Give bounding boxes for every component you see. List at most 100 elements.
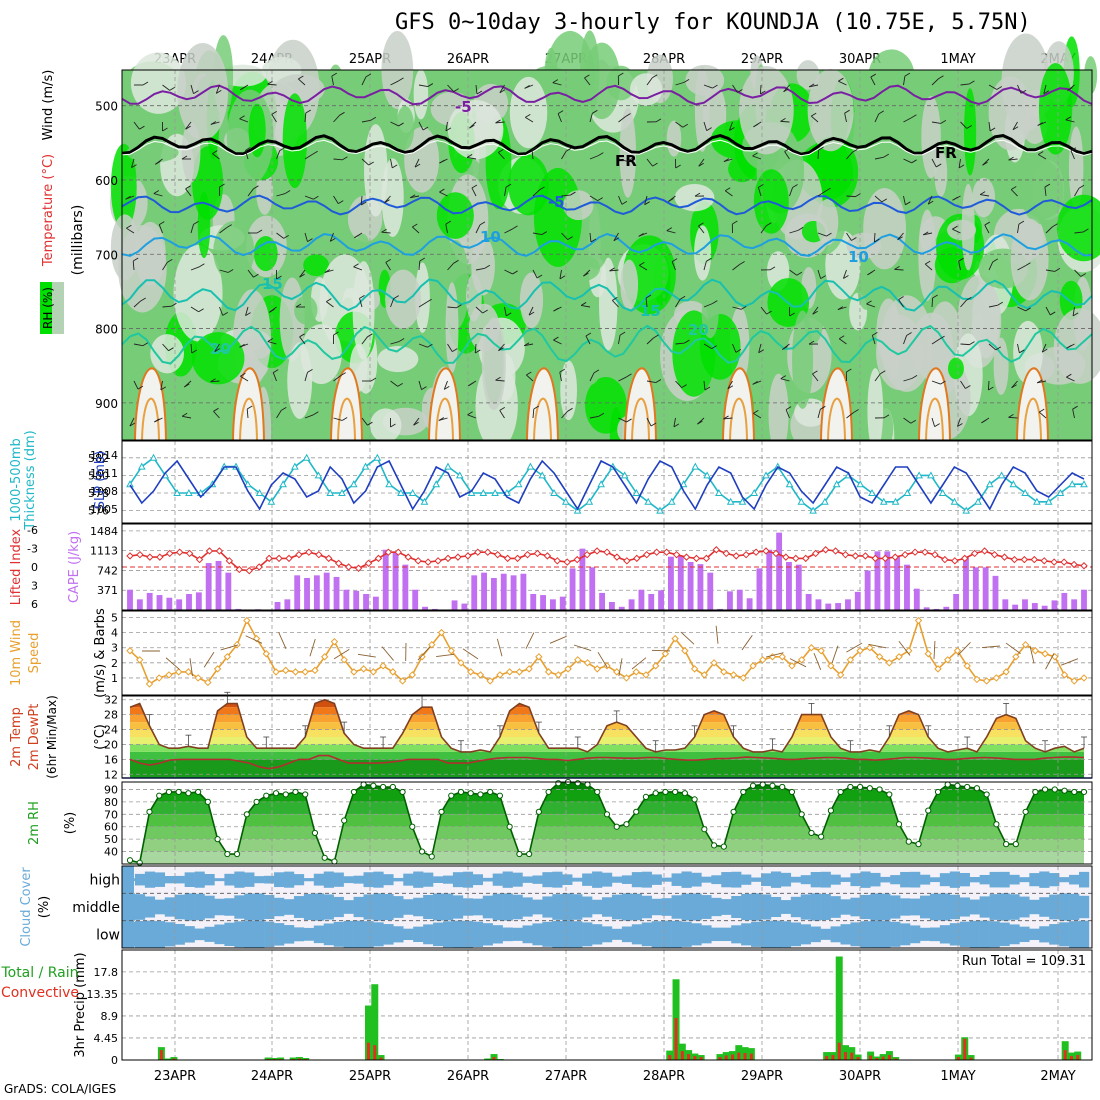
cloud-bar	[1009, 894, 1020, 920]
cloud-bar	[264, 895, 275, 919]
cloud-bar	[611, 876, 623, 883]
wind-barb	[467, 156, 477, 160]
wind-barb-flag	[969, 80, 975, 85]
thickness-line-point	[385, 480, 393, 488]
wind-barb	[504, 228, 513, 234]
wind-barb	[698, 158, 705, 167]
rh-2m-line-point	[720, 843, 727, 850]
rh-2m-line-point	[418, 848, 426, 855]
wind-barb-flag	[585, 332, 592, 337]
rh-fill	[130, 782, 1084, 864]
cloud-bar	[701, 925, 712, 944]
wind-barb	[360, 195, 363, 206]
rh-2m-line-point	[487, 788, 494, 796]
wind-barb-flag	[1012, 126, 1019, 131]
thickness-line-point	[444, 462, 452, 470]
cloud-bar	[552, 920, 563, 948]
wind-barb	[585, 335, 591, 345]
rh-blob	[309, 139, 341, 183]
cloud-bar	[939, 925, 951, 944]
axis-label-wind-10m: 10m Wind	[9, 620, 24, 686]
precip-convective-bar	[869, 1055, 873, 1060]
wind-barb-flag	[359, 294, 365, 299]
wind-speed-line-point	[875, 653, 884, 661]
cloud-bar	[542, 872, 553, 888]
wind-barb-flag	[958, 164, 965, 169]
wind-barb-flag	[185, 185, 191, 190]
wind-barb-flag	[469, 124, 475, 129]
cloud-bar	[303, 927, 315, 941]
wind-barb	[531, 150, 534, 160]
cloud-bar	[1049, 873, 1060, 887]
tick-label-rh: 70	[104, 808, 118, 821]
wind-barb-flag	[758, 184, 764, 188]
wind-barb-flag	[213, 407, 219, 412]
precip-convective-bar	[492, 1057, 496, 1060]
wind-barb	[618, 335, 621, 345]
cloud-bar	[452, 872, 464, 888]
cloud-bar	[284, 899, 295, 915]
wind-barb	[960, 121, 968, 129]
cloud-bar	[959, 872, 970, 887]
wind-barb-flag	[393, 295, 399, 299]
wind-barb-flag	[753, 123, 759, 128]
wind-barb-flag	[541, 231, 548, 235]
wind-barb-flag	[427, 343, 433, 348]
wind-barb-flag	[952, 196, 958, 201]
lifted-index-line-point	[305, 548, 313, 556]
wind-barb	[498, 152, 505, 160]
rh-2m-line-point	[759, 781, 766, 788]
lifted-index-line-point	[1070, 560, 1078, 569]
wind-barb	[789, 229, 799, 234]
cloud-bar	[929, 893, 941, 921]
cape-bar	[313, 575, 320, 610]
wind-barb	[1070, 150, 1075, 160]
cloud-bar	[244, 893, 255, 921]
thickness-line-point	[1044, 497, 1053, 505]
wind-barb-flag	[922, 231, 929, 236]
rh-2m-line-point	[233, 850, 241, 858]
wind-speed-line-point	[797, 656, 806, 664]
wind-barb	[361, 76, 367, 86]
wind-barb	[525, 116, 534, 123]
wind-barb-flag	[466, 154, 473, 158]
wind-barb-flag	[650, 422, 657, 427]
wind-barb	[589, 232, 592, 242]
wind-barb	[495, 379, 505, 382]
wind-barb-flag	[419, 257, 426, 262]
wind-speed-line-point	[272, 668, 280, 676]
wind-barb-flag	[524, 84, 530, 89]
thickness-line-point	[408, 488, 417, 496]
rh-blob	[294, 295, 318, 325]
wind-barb-flag	[727, 385, 734, 390]
wind-barb	[557, 113, 562, 123]
wind-speed-line-point	[827, 662, 835, 670]
tick-label-rh: 90	[104, 783, 118, 796]
wind-barb-flag	[495, 376, 501, 381]
lifted-index-line-point	[583, 550, 591, 559]
wind-barb-flag	[313, 411, 319, 416]
wind-barb-flag	[421, 386, 427, 391]
rh-2m-line-point	[808, 829, 815, 837]
tick-label-li: 6	[31, 598, 38, 611]
thickness-line-point	[856, 480, 865, 488]
wind-barb-10m	[278, 632, 287, 649]
wind-barb	[671, 261, 676, 271]
wind-speed-line-point	[778, 653, 786, 661]
wind-barb	[215, 84, 220, 94]
cloud-level-label: middle	[72, 900, 120, 916]
cloud-bar	[621, 893, 633, 921]
lifted-index-line-point	[195, 555, 204, 564]
wind-barb	[1008, 416, 1018, 419]
rh-blob	[901, 98, 927, 124]
cloud-bar	[403, 873, 414, 886]
rh-blob	[619, 107, 637, 198]
wind-barb	[276, 193, 286, 197]
wind-barb	[532, 408, 535, 419]
rh-blob	[918, 209, 937, 301]
wind-barb	[673, 417, 676, 427]
wind-barb	[589, 113, 593, 123]
wind-barb-flag	[597, 197, 603, 202]
wind-barb-flag	[698, 162, 704, 167]
wind-barb-flag	[281, 406, 287, 411]
